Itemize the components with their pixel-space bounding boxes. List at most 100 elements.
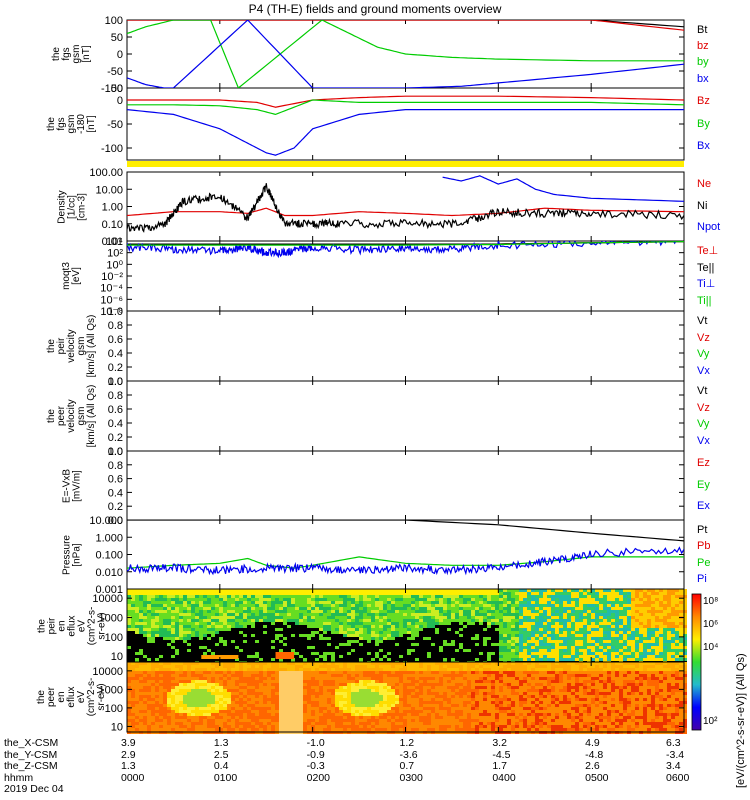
tick-label-fgs2: 50 [111,83,123,95]
tick-label-ion_spec: 10 [111,651,123,663]
ephemeris-value: -4.5 [492,748,511,761]
legend-fgs: Bt bz by bx [697,22,709,87]
colorbar-label: [eV/(cm^2-s-sr-eV)] (All Qs) [735,653,747,788]
ion-spectrogram-image [127,589,687,664]
legend-entry: Te⊥ [697,245,719,257]
tick-label-pressure: 0.010 [95,567,123,579]
ephemeris-column: 1.2 -3.6 0.7 0300 [399,737,423,784]
series-line-density [127,183,684,233]
colorbar-tick: 10⁶ [703,619,718,630]
ylabel-line: [mV/m] [71,469,82,502]
ylabel-ele_spec: the peer en eflux eV (cm^2-s-sr-eV) [36,662,107,732]
tick-label-temp: 10² [107,248,123,260]
series-line-fgs2 [127,109,684,156]
legend-density: Ne Ni Npot [697,174,720,239]
ylabel-line: eflux [66,614,77,637]
ylabel-line: (cm^2-s- [86,606,97,645]
tick-label-peer: 0.4 [108,418,123,430]
ylabel-line: [1/cc] [66,194,77,219]
series-line-pressure [127,520,684,542]
tick-label-ele_spec: 1000 [99,684,123,696]
ylabel-line: en [56,619,67,632]
panel-fgs2: 500 -50 -100 [101,83,685,161]
legend-peer: Vt Vz Vy Vx [697,383,710,450]
panel-efield: 1.0 0.8 0.60.4 0.2 0.0 [108,446,685,527]
tick-label-pressure: 10.000 [89,515,123,527]
ylabel-efield: E=-VxB [mV/m] [61,451,82,520]
legend-entry: Pb [697,540,711,553]
tick-label-efield: 1.0 [108,446,123,458]
panel-peir: 1.0 0.8 0.6 0.4 0.2 0.0 [108,306,685,388]
tick-label-efield: 0.0 [108,515,123,527]
series-line-temp [127,241,684,259]
tick-label-efield: 0.8 [108,460,123,472]
panel-ele_spec: 10000 1000 100 10 [92,661,685,733]
colorbar-tick: 10⁸ [703,596,718,607]
tick-label-peir: 0.6 [108,334,123,346]
legend-pressure: Pt Pb Pe Pi [697,522,710,588]
tick-label-fgs2: -100 [101,143,123,155]
tick-label-peer: 0.0 [108,446,123,458]
legend-entry: Ex [697,500,710,513]
ylabel-line: peir [46,617,57,634]
status-bar [127,161,684,167]
ephemeris-value: 2.6 [585,760,600,772]
series-line-pressure [127,546,684,576]
ephemeris-value: -4.8 [585,748,604,761]
ephemeris-value: 1.7 [492,760,507,772]
tick-label-efield: 0.2 [108,501,123,513]
legend-entry: bz [697,40,709,53]
tick-label-pressure: 0.100 [95,550,123,562]
ephemeris-value: 2.5 [213,748,229,761]
legend-entry: Vx [697,434,710,447]
tick-label-fgs: -100 [101,83,123,95]
legend-entry: Npot [697,221,721,234]
legend-entry: Ni [697,199,708,212]
tick-label-temp: 10⁻⁴ [100,283,123,295]
tick-label-peer: 0.8 [108,390,123,402]
ephemeris-value: 4.9 [585,737,600,749]
ephemeris-value: 0.7 [399,760,415,772]
ylabel-line: [km/s] (All Qs) [86,384,97,448]
legend-entry: Pe [697,556,711,569]
ylabel-ion_spec: the peir en eflux eV (cm^2-s-sr-eV) [36,589,107,662]
legend-entry: By [697,117,710,130]
tick-label-temp: 10⁻² [101,271,123,283]
legend-entry: Vt [697,315,708,327]
ephemeris-labels: the_X-CSM the_Y-CSM the_Z-CSM hhmm 2019 Dec … [4,737,64,796]
tick-label-fgs: 100 [105,15,123,27]
ylabel-line: Density [56,189,67,224]
tick-label-peer: 0.2 [108,432,123,444]
series-line-temp [127,241,684,246]
ylabel-fgs2: the fgs gsm -180 [nT] [46,88,97,160]
ephemeris-column: 3.2 -4.5 1.7 0400 [492,737,515,784]
tick-label-ele_spec: 100 [105,703,123,715]
ephemeris-value: 0500 [585,771,609,784]
ylabel-line: [nT] [81,45,92,63]
legend-entry: Vy [697,418,710,431]
ylabel-temp: moqt3 [eV] [61,241,82,311]
colorbar: 10⁸ 10⁶ 10⁴ 10² [eV/(cm^2-s-sr-eV)] (All Qs) [691,593,747,788]
ephemeris-value: -0.3 [306,760,325,772]
tick-label-ele_spec: 10000 [92,666,123,678]
tick-label-efield: 0.4 [108,487,123,499]
ephemeris-label: the_Z-CSM [4,760,58,772]
tick-label-peir: 0.8 [108,320,123,332]
legend-entry: Vt [697,385,708,397]
tick-label-fgs: 0 [117,49,123,61]
legend-entry: Pt [697,524,708,536]
legend-efield: Ez Ey Ex [697,453,710,518]
tick-label-density: 10.00 [95,184,123,196]
tick-label-pressure: 0.001 [95,584,123,596]
ylabel-line: [km/s] (All Qs) [86,314,97,378]
ylabel-fgs: the fgs gsm [nT] [51,20,92,88]
tick-label-fgs2: -50 [107,119,123,131]
panel-pressure: 10.000 1.000 0.100 0.010 0.001 [89,515,685,596]
ephemeris-value: 1.3 [121,760,136,772]
ephemeris-value: 3.9 [121,737,136,749]
ephemeris-value: 0200 [306,771,331,784]
tick-label-density: 1.00 [102,202,123,214]
ylabel-peir: the peir velocity gsm [km/s] (All Qs) [46,311,97,381]
ephemeris-value: -3.4 [666,748,685,761]
tick-label-ele_spec: 10 [111,721,123,733]
